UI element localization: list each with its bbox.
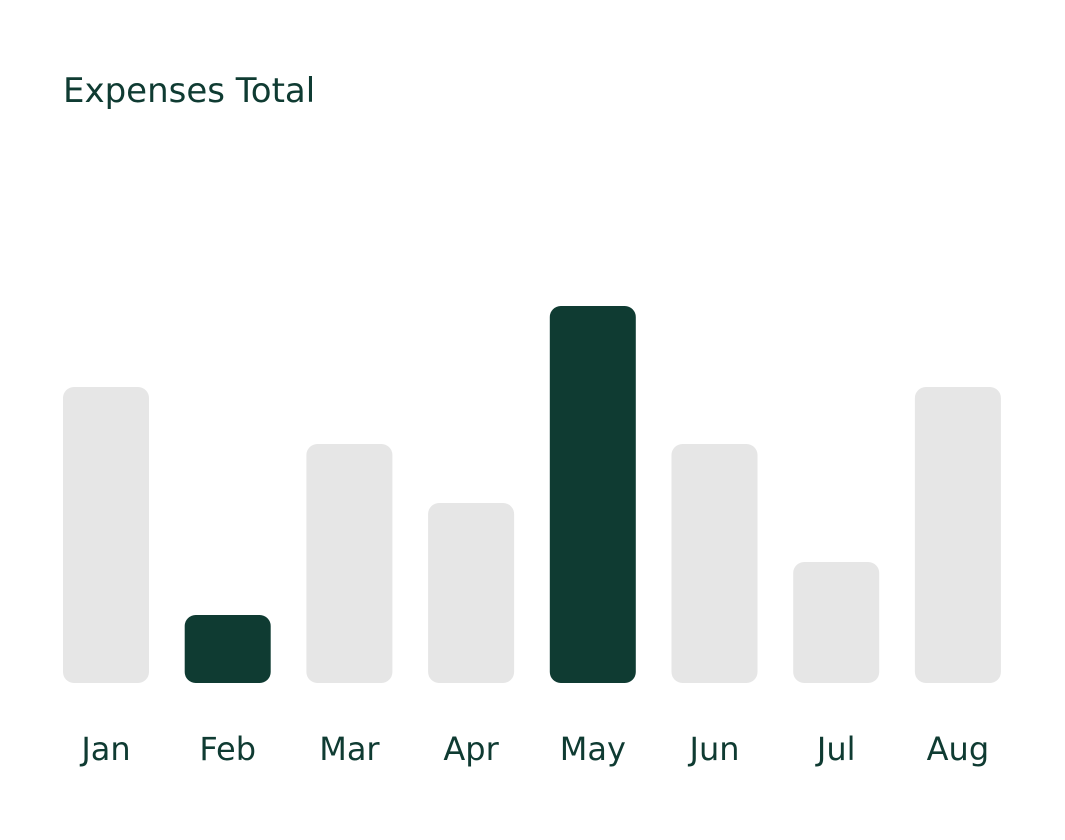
x-tick-label: Jul [815,730,856,768]
bar [184,615,271,683]
chart-title: Expenses Total [63,71,315,111]
x-tick-label: Mar [319,730,380,768]
x-tick-label: Jan [79,730,130,768]
x-tick-label: Aug [927,730,989,768]
x-tick-label: May [560,730,626,768]
bar [549,306,636,683]
x-tick-label: Feb [199,730,256,768]
bar [428,503,515,683]
x-tick-label: Jun [688,730,740,768]
x-tick-label: Apr [443,730,499,768]
bar [306,444,393,683]
bar [793,562,880,683]
bar [63,387,149,683]
bar [914,387,1001,683]
bar [671,444,758,683]
